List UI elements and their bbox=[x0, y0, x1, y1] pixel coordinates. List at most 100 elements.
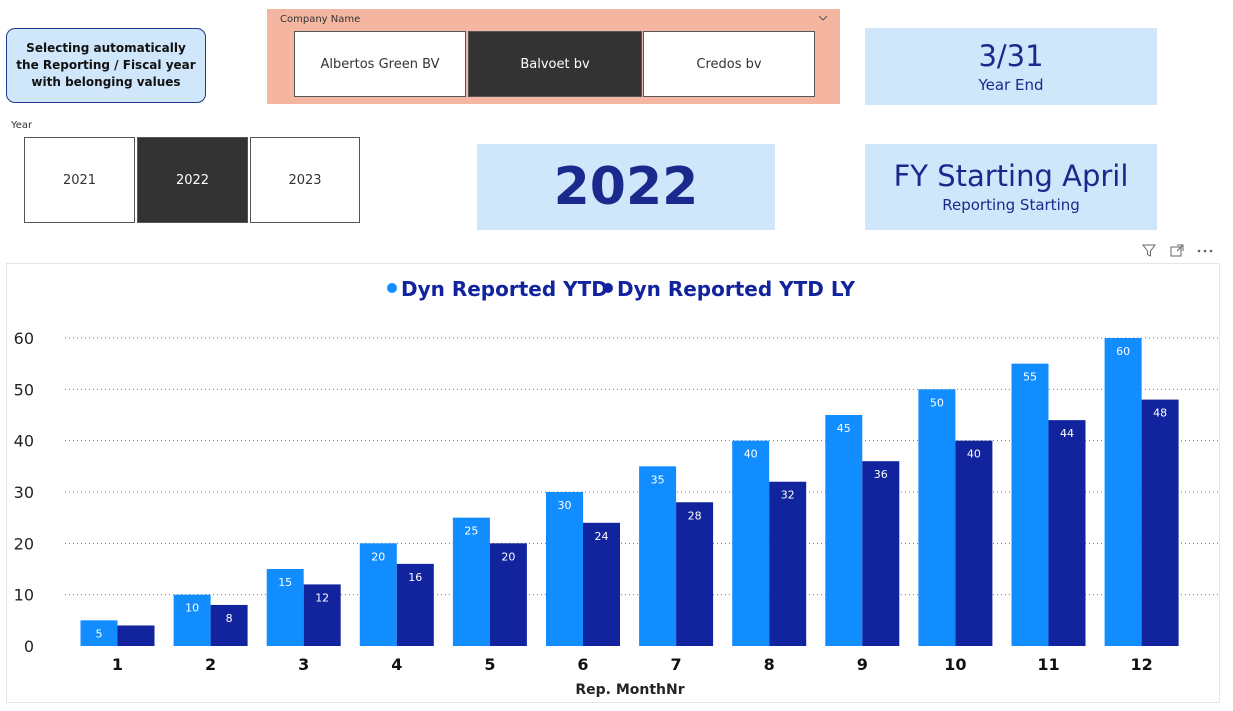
bar bbox=[266, 569, 304, 646]
filter-icon[interactable] bbox=[1140, 243, 1158, 259]
bar bbox=[918, 389, 956, 646]
data-label: 36 bbox=[874, 468, 888, 481]
data-label: 10 bbox=[185, 602, 199, 615]
focus-mode-icon[interactable] bbox=[1168, 243, 1186, 259]
company-option-albertos-green[interactable]: Albertos Green BV bbox=[294, 31, 466, 97]
bar bbox=[303, 584, 341, 646]
company-option-balvoet[interactable]: Balvoet bv bbox=[468, 31, 642, 97]
legend-label: Dyn Reported YTD LY bbox=[617, 277, 855, 301]
company-option-credos[interactable]: Credos bv bbox=[643, 31, 815, 97]
bar bbox=[359, 543, 397, 646]
data-label: 20 bbox=[501, 550, 515, 563]
year-end-label: Year End bbox=[978, 75, 1044, 94]
bar bbox=[639, 466, 677, 646]
year-slicer-title: Year bbox=[11, 120, 33, 131]
data-label: 5 bbox=[96, 627, 103, 640]
x-tick-label: 9 bbox=[857, 655, 868, 674]
fy-start-card: FY Starting April Reporting Starting bbox=[865, 144, 1157, 230]
bar bbox=[825, 415, 863, 646]
bar bbox=[80, 620, 118, 646]
data-label: 12 bbox=[315, 591, 329, 604]
instruction-note-text: Selecting automatically the Reporting / … bbox=[16, 41, 196, 89]
data-label: 25 bbox=[464, 525, 478, 538]
bar bbox=[1011, 363, 1049, 646]
year-end-card: 3/31 Year End bbox=[865, 28, 1157, 105]
bar bbox=[546, 492, 583, 646]
y-tick-label: 40 bbox=[14, 432, 34, 451]
x-tick-label: 8 bbox=[764, 655, 775, 674]
selected-year-value: 2022 bbox=[553, 157, 699, 217]
x-tick-label: 10 bbox=[944, 655, 966, 674]
bar-chart: Dyn Reported YTD Dyn Reported YTD LY 0 10 2… bbox=[14, 277, 1219, 698]
x-tick-label: 5 bbox=[484, 655, 495, 674]
legend-label: Dyn Reported YTD bbox=[401, 277, 608, 301]
data-label: 60 bbox=[1116, 345, 1130, 358]
fy-start-value: FY Starting April bbox=[893, 159, 1129, 193]
bar bbox=[210, 604, 248, 646]
bar bbox=[489, 543, 527, 646]
more-options-icon[interactable] bbox=[1196, 243, 1214, 259]
x-tick-label: 1 bbox=[112, 655, 123, 674]
y-tick-label: 50 bbox=[14, 380, 34, 399]
data-label: 15 bbox=[278, 576, 292, 589]
bar bbox=[769, 481, 807, 646]
company-name-slicer: Company Name Albertos Green BV Balvoet b… bbox=[267, 9, 840, 104]
bar bbox=[1104, 338, 1142, 646]
legend-marker bbox=[387, 283, 397, 293]
y-tick-label: 0 bbox=[24, 637, 34, 656]
instruction-note: Selecting automatically the Reporting / … bbox=[6, 28, 206, 103]
data-label: 40 bbox=[967, 448, 981, 461]
chart-legend[interactable]: Dyn Reported YTD Dyn Reported YTD LY bbox=[387, 277, 855, 301]
data-label: 24 bbox=[595, 530, 609, 543]
data-label: 50 bbox=[930, 396, 944, 409]
legend-item: Dyn Reported YTD bbox=[387, 277, 608, 301]
data-label: 35 bbox=[651, 473, 665, 486]
chart-bars: 5 10 8 15 12 20 16 25 20 30 24 35 28 40 32 45 36 50 40 55 44… bbox=[80, 338, 1179, 646]
y-tick-label: 20 bbox=[14, 534, 34, 553]
data-label: 30 bbox=[558, 499, 572, 512]
company-slicer-title: Company Name bbox=[280, 14, 361, 25]
legend-item: Dyn Reported YTD LY bbox=[603, 277, 855, 301]
bar bbox=[1141, 399, 1179, 646]
x-tick-label: 7 bbox=[671, 655, 682, 674]
data-label: 55 bbox=[1023, 371, 1037, 384]
year-option-2022[interactable]: 2022 bbox=[137, 137, 248, 223]
y-tick-label: 10 bbox=[14, 586, 34, 605]
selected-year-card: 2022 bbox=[477, 144, 775, 230]
year-end-value: 3/31 bbox=[978, 38, 1044, 73]
bar bbox=[676, 502, 714, 646]
bar bbox=[396, 563, 434, 646]
data-label: 40 bbox=[744, 448, 758, 461]
year-option-2023[interactable]: 2023 bbox=[250, 137, 360, 223]
bar bbox=[583, 522, 620, 646]
bar bbox=[1048, 420, 1086, 646]
year-option-2021[interactable]: 2021 bbox=[24, 137, 135, 223]
x-tick-label: 4 bbox=[391, 655, 402, 674]
legend-marker bbox=[603, 283, 613, 293]
bar bbox=[955, 440, 993, 646]
y-tick-label: 30 bbox=[14, 483, 34, 502]
data-label: 48 bbox=[1153, 407, 1167, 420]
data-label: 44 bbox=[1060, 427, 1074, 440]
data-label: 28 bbox=[688, 509, 702, 522]
chevron-down-icon[interactable] bbox=[818, 14, 828, 22]
data-label: 32 bbox=[781, 489, 795, 502]
bar bbox=[452, 517, 490, 646]
y-tick-label: 60 bbox=[14, 329, 34, 348]
bar bbox=[117, 625, 155, 646]
fy-start-label: Reporting Starting bbox=[942, 196, 1080, 214]
data-label: 20 bbox=[371, 550, 385, 563]
data-label: 8 bbox=[226, 612, 233, 625]
x-tick-label: 6 bbox=[577, 655, 588, 674]
visual-toolbar bbox=[1140, 243, 1214, 259]
x-tick-label: 11 bbox=[1037, 655, 1059, 674]
bar bbox=[862, 461, 900, 646]
bar bbox=[732, 440, 770, 646]
x-tick-label: 12 bbox=[1130, 655, 1152, 674]
x-tick-label: 2 bbox=[205, 655, 216, 674]
x-axis-label: Rep. MonthNr bbox=[575, 682, 684, 698]
data-label: 16 bbox=[408, 571, 422, 584]
x-axis-ticks: 1 2 3 4 5 6 7 8 9 10 11 12 bbox=[112, 655, 1153, 674]
data-label: 45 bbox=[837, 422, 851, 435]
bar bbox=[173, 594, 211, 646]
